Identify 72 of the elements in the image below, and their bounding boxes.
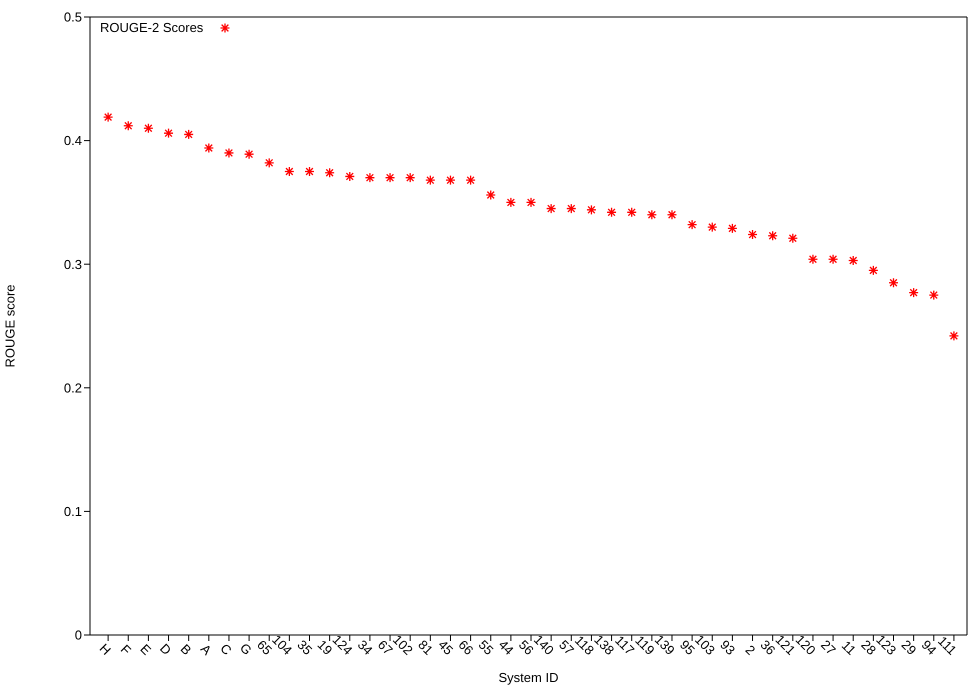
y-tick-label: 0.3 <box>64 256 82 272</box>
point <box>486 190 496 200</box>
point <box>526 197 536 208</box>
x-tick-label: 34 <box>354 637 376 658</box>
point <box>828 254 838 264</box>
x-tick-label: 2 <box>742 642 758 658</box>
x-tick-label: 93 <box>717 637 738 658</box>
x-tick-label: A <box>198 641 215 658</box>
y-axis-title: ROUGE score <box>2 284 18 368</box>
point <box>666 210 678 220</box>
x-tick-label: 44 <box>496 637 517 658</box>
point <box>808 254 818 264</box>
y-tick-label: 0.2 <box>64 380 82 396</box>
point <box>948 330 960 342</box>
point <box>425 175 436 186</box>
point <box>264 158 274 168</box>
point <box>727 223 738 234</box>
point <box>788 233 798 244</box>
point <box>123 120 134 131</box>
point <box>586 204 597 215</box>
x-tick-label: B <box>178 641 194 658</box>
x-tick-label: 81 <box>415 637 436 658</box>
point <box>102 112 114 122</box>
point <box>707 222 718 232</box>
point <box>163 128 174 138</box>
point <box>445 175 456 186</box>
x-tick-label: G <box>237 640 255 658</box>
point <box>566 203 576 214</box>
x-tick-label: F <box>118 642 134 658</box>
point <box>184 129 194 140</box>
point <box>888 278 899 288</box>
point <box>143 123 154 134</box>
point <box>324 168 335 178</box>
x-tick-label: C <box>217 640 235 658</box>
point <box>626 207 637 218</box>
x-tick-label: D <box>156 640 174 658</box>
point <box>304 166 315 177</box>
x-tick-label: 35 <box>294 637 316 658</box>
point <box>686 220 698 230</box>
x-axis-title: System ID <box>498 670 558 685</box>
y-tick-label: 0.1 <box>64 504 82 520</box>
point <box>405 172 416 183</box>
point <box>928 290 939 300</box>
point <box>384 172 396 183</box>
point <box>646 210 657 220</box>
x-tick-label: 66 <box>455 637 476 658</box>
x-tick-label: 11 <box>838 638 859 658</box>
point <box>747 229 758 240</box>
y-tick-label: 0.5 <box>64 10 82 25</box>
point <box>284 166 295 177</box>
point <box>465 175 476 186</box>
point <box>768 230 778 241</box>
point <box>204 142 214 154</box>
point <box>224 148 234 158</box>
point <box>244 149 254 160</box>
point <box>546 203 556 214</box>
point <box>606 207 617 218</box>
point <box>364 172 376 183</box>
y-tick-label: 0.4 <box>64 133 82 148</box>
point <box>908 287 919 298</box>
x-tick-label: 45 <box>435 637 456 658</box>
x-tick-label: 27 <box>818 637 839 658</box>
point <box>506 197 516 208</box>
x-tick-label: 55 <box>476 637 496 658</box>
point <box>868 265 879 276</box>
x-tick-label: H <box>96 640 114 658</box>
y-tick-label: 0 <box>74 628 82 643</box>
legend-label: ROUGE-2 Scores <box>100 20 204 35</box>
point <box>848 255 858 266</box>
x-tick-label: 29 <box>898 637 920 658</box>
point <box>344 171 355 182</box>
x-tick-label: E <box>137 641 154 658</box>
